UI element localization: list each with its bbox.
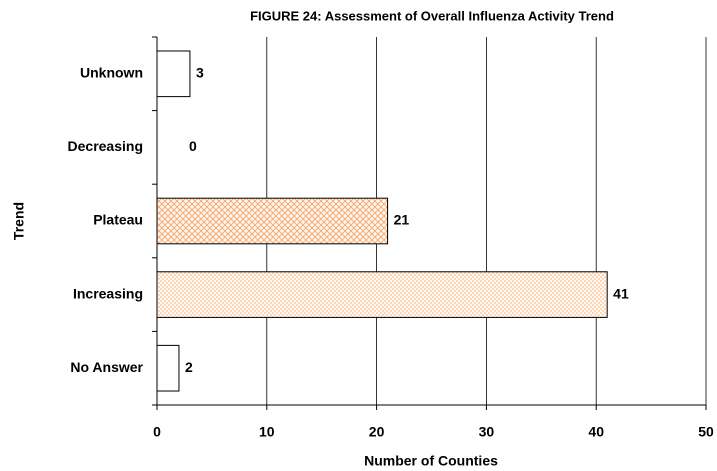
y-tick-label: No Answer <box>70 359 143 375</box>
value-label: 0 <box>189 138 197 154</box>
x-tick-label: 50 <box>698 424 714 440</box>
x-tick-label: 20 <box>369 424 385 440</box>
value-label: 3 <box>196 65 204 81</box>
x-tick-label: 0 <box>153 424 161 440</box>
value-label: 41 <box>613 285 629 301</box>
bar <box>156 50 191 98</box>
y-tick-label: Decreasing <box>68 138 143 154</box>
y-tick-label: Unknown <box>80 65 143 81</box>
x-axis-label: Number of Counties <box>364 453 498 469</box>
y-tick-label: Increasing <box>73 285 143 301</box>
y-tick-label: Plateau <box>93 212 143 228</box>
chart-title: FIGURE 24: Assessment of Overall Influen… <box>250 8 614 23</box>
value-label: 2 <box>185 359 193 375</box>
bar <box>156 197 389 245</box>
x-tick-label: 10 <box>259 424 275 440</box>
bar <box>156 271 608 318</box>
y-axis-label: Trend <box>11 202 27 240</box>
x-tick-label: 30 <box>479 424 495 440</box>
x-tick-label: 40 <box>588 424 604 440</box>
bar <box>156 344 180 392</box>
value-label: 21 <box>394 212 410 228</box>
